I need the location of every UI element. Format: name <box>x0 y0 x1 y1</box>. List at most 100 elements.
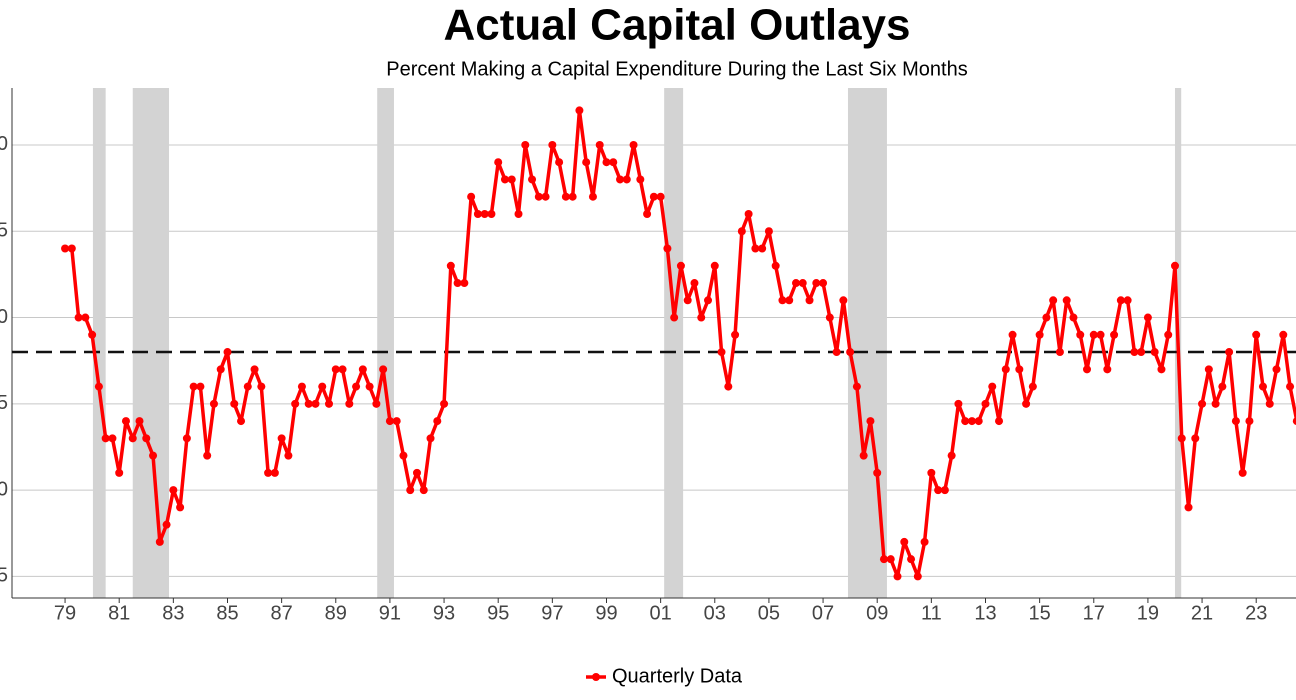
data-point <box>528 175 537 184</box>
data-point <box>737 227 746 236</box>
data-point <box>1103 365 1112 374</box>
recession-band <box>132 88 170 598</box>
data-point <box>426 434 435 443</box>
y-tick-label: 60 <box>0 306 8 328</box>
data-point <box>419 486 428 495</box>
data-point <box>751 244 760 253</box>
data-point <box>643 209 652 218</box>
data-point <box>758 244 767 253</box>
x-tick-label: 83 <box>162 602 184 624</box>
data-point <box>825 313 834 322</box>
x-tick-label: 81 <box>108 602 130 624</box>
y-tick-label: 70 <box>0 133 8 155</box>
data-point <box>656 192 665 201</box>
data-point <box>1198 399 1207 408</box>
data-point <box>149 451 158 460</box>
y-tick-label: 55 <box>0 392 8 414</box>
x-tick-label: 03 <box>704 602 726 624</box>
data-point <box>1089 330 1098 339</box>
x-tick-label: 05 <box>758 602 780 624</box>
x-tick-label: 79 <box>54 602 76 624</box>
data-point <box>284 451 293 460</box>
data-point <box>1022 399 1031 408</box>
data-point <box>636 175 645 184</box>
data-point <box>406 486 415 495</box>
data-point <box>812 279 821 288</box>
data-point <box>744 209 753 218</box>
data-point <box>1123 296 1132 305</box>
data-point <box>981 399 990 408</box>
chart-title: Actual Capital Outlays <box>443 1 910 50</box>
data-point <box>392 417 401 426</box>
data-point <box>480 209 489 218</box>
chart-subtitle: Percent Making a Capital Expenditure Dur… <box>386 58 967 80</box>
data-point <box>1252 330 1261 339</box>
data-point <box>182 434 191 443</box>
y-tick-label: 65 <box>0 220 8 242</box>
data-point <box>582 158 591 167</box>
data-point <box>1218 382 1227 391</box>
data-point <box>1170 261 1179 270</box>
data-point <box>189 382 198 391</box>
data-point <box>852 382 861 391</box>
data-point <box>622 175 631 184</box>
data-point <box>473 209 482 218</box>
data-point <box>879 555 888 564</box>
x-tick-label: 11 <box>921 602 942 624</box>
data-point <box>270 468 279 477</box>
data-point <box>1272 365 1281 374</box>
data-point <box>1042 313 1051 322</box>
x-tick-label: 23 <box>1245 602 1267 624</box>
data-point <box>724 382 733 391</box>
data-point <box>791 279 800 288</box>
data-point <box>196 382 205 391</box>
x-tick-label: 97 <box>541 602 563 624</box>
data-point <box>947 451 956 460</box>
data-point <box>1157 365 1166 374</box>
data-point <box>243 382 252 391</box>
data-point <box>1049 296 1058 305</box>
recession-band <box>92 88 106 598</box>
data-point <box>913 572 922 581</box>
data-point <box>568 192 577 201</box>
data-point <box>135 417 144 426</box>
data-point <box>507 175 516 184</box>
data-point <box>1143 313 1152 322</box>
x-tick-label: 89 <box>325 602 347 624</box>
data-point <box>325 399 334 408</box>
data-point <box>1292 417 1296 426</box>
data-point <box>250 365 259 374</box>
x-tick-label: 93 <box>433 602 455 624</box>
data-point <box>1001 365 1010 374</box>
data-point <box>1028 382 1037 391</box>
data-point <box>805 296 814 305</box>
data-point <box>494 158 503 167</box>
data-point <box>859 451 868 460</box>
data-point <box>954 399 963 408</box>
data-point <box>683 296 692 305</box>
y-tick-label: 45 <box>0 565 8 587</box>
data-point <box>61 244 70 253</box>
data-point <box>616 175 625 184</box>
legend-label: Quarterly Data <box>612 665 743 687</box>
data-point <box>1008 330 1017 339</box>
data-point <box>1150 348 1159 357</box>
data-point <box>555 158 564 167</box>
data-point <box>331 365 340 374</box>
data-point <box>379 365 388 374</box>
data-point <box>1076 330 1085 339</box>
data-point <box>819 279 828 288</box>
data-point <box>1116 296 1125 305</box>
data-point <box>467 192 476 201</box>
data-point <box>142 434 151 443</box>
data-point <box>920 537 929 546</box>
data-point <box>846 348 855 357</box>
data-point <box>345 399 354 408</box>
data-point <box>1225 348 1234 357</box>
data-point <box>771 261 780 270</box>
data-point <box>216 365 225 374</box>
data-point <box>690 279 699 288</box>
data-point <box>588 192 597 201</box>
data-point <box>995 417 1004 426</box>
data-point <box>446 261 455 270</box>
